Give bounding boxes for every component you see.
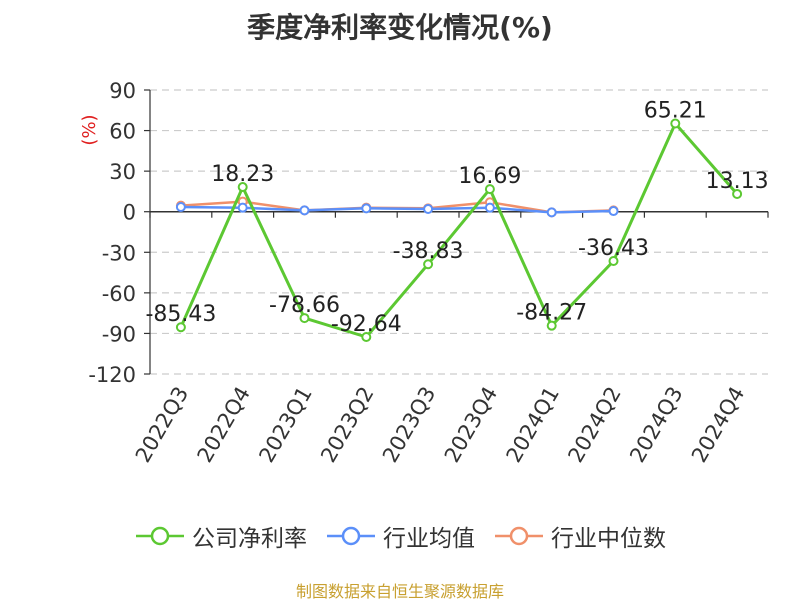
- source-note: 制图数据来自恒生聚源数据库: [295, 582, 504, 601]
- x-tick-label: 2024Q4: [687, 383, 749, 467]
- chart-title: 季度净利率变化情况(%): [247, 11, 553, 44]
- data-point: [670, 118, 681, 129]
- legend-marker-icon: [495, 526, 543, 546]
- y-tick-label: -90: [102, 322, 136, 346]
- data-point: [546, 320, 557, 331]
- data-point: [299, 205, 310, 216]
- data-point: [546, 207, 557, 218]
- x-tick-label: 2023Q3: [378, 383, 440, 467]
- data-point: [237, 182, 248, 193]
- legend-item-2[interactable]: 行业均值: [325, 519, 475, 553]
- data-point: [175, 201, 186, 212]
- x-tick-label: 2023Q4: [440, 383, 502, 467]
- data-point: [423, 259, 434, 270]
- data-point: [237, 202, 248, 213]
- data-label: 65.21: [644, 99, 707, 124]
- legend-marker-icon: [136, 526, 184, 546]
- legend-item-3[interactable]: 行业中位数: [493, 519, 666, 553]
- legend-marker-icon: [327, 526, 375, 546]
- y-tick-label: -30: [102, 241, 136, 265]
- data-point: [423, 204, 434, 215]
- data-point: [361, 203, 372, 214]
- data-point: [732, 188, 743, 199]
- x-tick-label: 2024Q3: [625, 383, 687, 467]
- label-layer: -85.43 18.23 -78.66-92.64 -38.83 16.69 -84.27…: [145, 99, 768, 337]
- legend-label: 公司净利率: [192, 526, 307, 552]
- legend-label: 行业中位数: [551, 526, 666, 552]
- x-tick-label: 2022Q4: [193, 383, 255, 467]
- data-point: [608, 206, 619, 217]
- data-point: [299, 313, 310, 324]
- data-label: 13.13: [706, 169, 769, 194]
- data-label: 18.23: [211, 162, 274, 187]
- data-point: [175, 322, 186, 333]
- x-tick-label: 2023Q2: [316, 383, 378, 467]
- x-tick-label: 2024Q2: [563, 383, 625, 467]
- x-tick-label: 2022Q3: [131, 383, 193, 467]
- data-point: [484, 202, 495, 213]
- y-tick-label: -120: [88, 363, 136, 387]
- legend-item-1[interactable]: 公司净利率: [134, 519, 307, 553]
- grid-layer: [150, 89, 768, 375]
- y-tick-label: 0: [123, 201, 136, 225]
- legend-label: 行业均值: [383, 526, 475, 552]
- data-label: -84.27: [516, 301, 587, 326]
- x-tick-label: 2023Q1: [254, 383, 316, 467]
- data-label: -92.64: [331, 312, 402, 337]
- series-layer: [175, 118, 743, 342]
- y-tick-label: 30: [109, 160, 136, 184]
- data-label: 16.69: [458, 164, 521, 189]
- data-point: [361, 331, 372, 342]
- y-tick-label: -60: [102, 282, 136, 306]
- data-label: -78.66: [269, 293, 340, 318]
- x-tick-label: 2024Q1: [502, 383, 564, 467]
- series-line-1: [179, 122, 739, 339]
- data-point: [608, 255, 619, 266]
- y-tick-label: 90: [109, 79, 136, 103]
- data-point: [484, 184, 495, 195]
- data-label: -85.43: [145, 302, 216, 327]
- data-label: -36.43: [578, 236, 649, 261]
- data-label: -38.83: [393, 239, 464, 264]
- y-tick-label: 60: [109, 120, 136, 144]
- y-axis-title: (%): [79, 114, 100, 145]
- legend: 公司净利率 行业均值 行业中位数: [0, 518, 800, 554]
